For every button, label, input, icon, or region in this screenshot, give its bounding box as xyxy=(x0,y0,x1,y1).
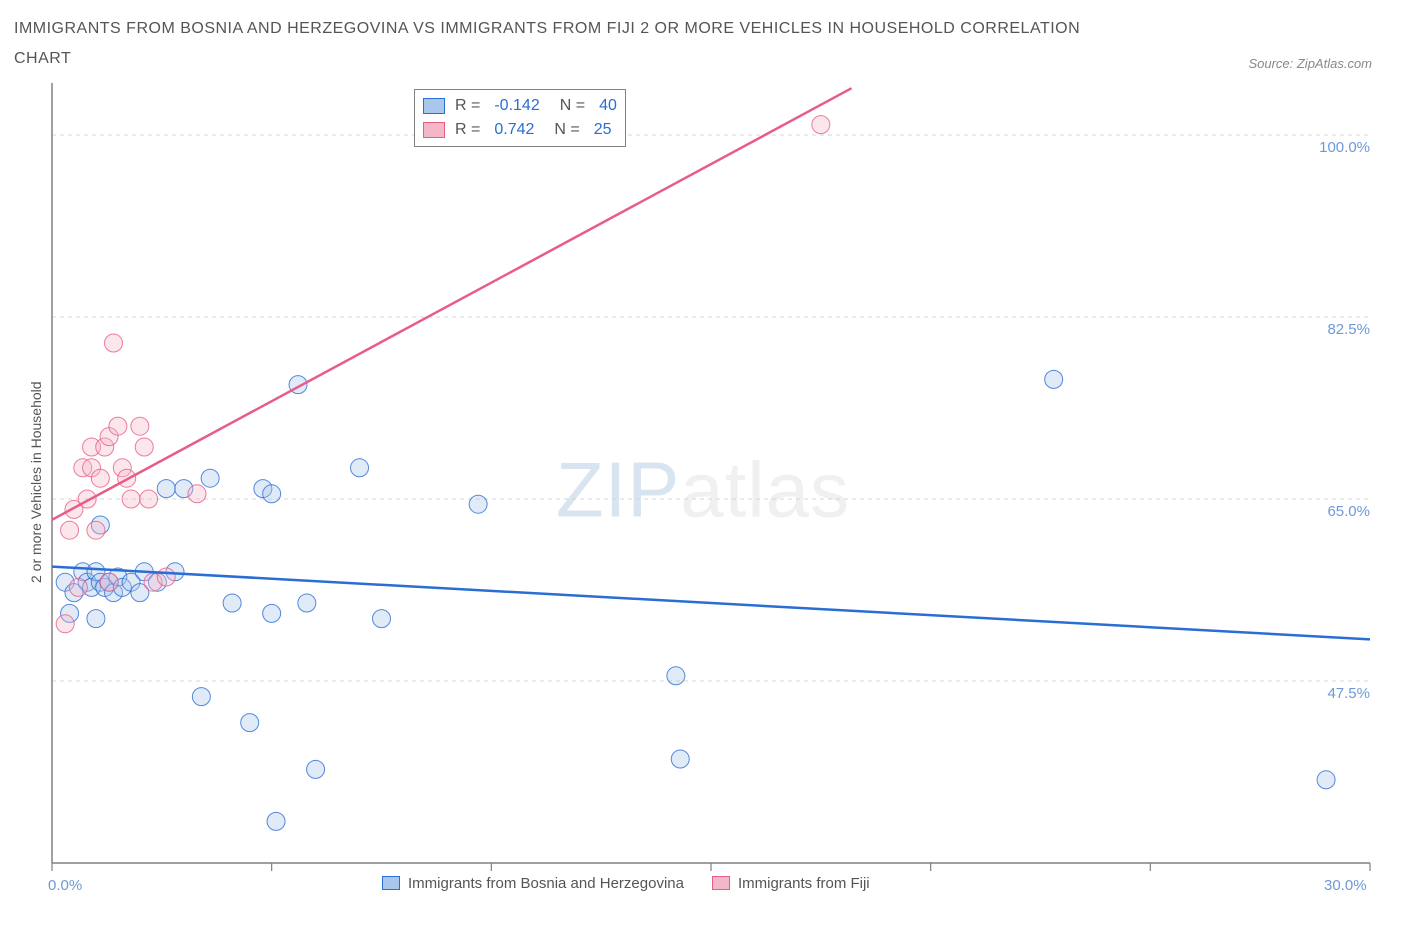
r-label: R = xyxy=(455,94,480,118)
y-tick-label: 47.5% xyxy=(1300,685,1370,702)
legend-item: Immigrants from Bosnia and Herzegovina xyxy=(382,875,684,892)
n-label: N = xyxy=(560,94,585,118)
stat-legend-row: R = 0.742 N = 25 xyxy=(423,118,617,142)
chart-title: IMMIGRANTS FROM BOSNIA AND HERZEGOVINA V… xyxy=(14,14,1134,75)
n-value: 40 xyxy=(599,94,617,118)
legend-swatch xyxy=(423,122,445,138)
r-value: 0.742 xyxy=(494,118,534,142)
r-label: R = xyxy=(455,118,480,142)
x-tick-label: 30.0% xyxy=(1324,877,1367,894)
source-label: Source: ZipAtlas.com xyxy=(1248,56,1392,75)
legend-item: Immigrants from Fiji xyxy=(712,875,870,892)
chart-svg xyxy=(14,83,1392,915)
stat-legend: R = -0.142 N = 40 R = 0.742 N = 25 xyxy=(414,89,626,147)
correlation-chart: ZIPatlas R =-0.142N =40R = 0.742N =25 2 … xyxy=(14,83,1392,915)
legend-swatch xyxy=(423,98,445,114)
stat-legend-row: R = -0.142 N = 40 xyxy=(423,94,617,118)
n-value: 25 xyxy=(594,118,612,142)
x-tick-label: 0.0% xyxy=(48,877,82,894)
legend-swatch xyxy=(712,876,730,890)
legend-swatch xyxy=(382,876,400,890)
legend-label: Immigrants from Fiji xyxy=(738,875,870,892)
y-tick-label: 82.5% xyxy=(1300,321,1370,338)
legend-label: Immigrants from Bosnia and Herzegovina xyxy=(408,875,684,892)
y-axis-label: 2 or more Vehicles in Household xyxy=(28,381,44,583)
y-tick-label: 65.0% xyxy=(1300,503,1370,520)
header-row: IMMIGRANTS FROM BOSNIA AND HERZEGOVINA V… xyxy=(14,14,1392,75)
r-value: -0.142 xyxy=(494,94,539,118)
bottom-legend-wrap: Immigrants from Bosnia and Herzegovina Im… xyxy=(382,875,870,892)
y-tick-label: 100.0% xyxy=(1300,139,1370,156)
n-label: N = xyxy=(554,118,579,142)
bottom-legend: Immigrants from Bosnia and Herzegovina Im… xyxy=(382,875,870,892)
